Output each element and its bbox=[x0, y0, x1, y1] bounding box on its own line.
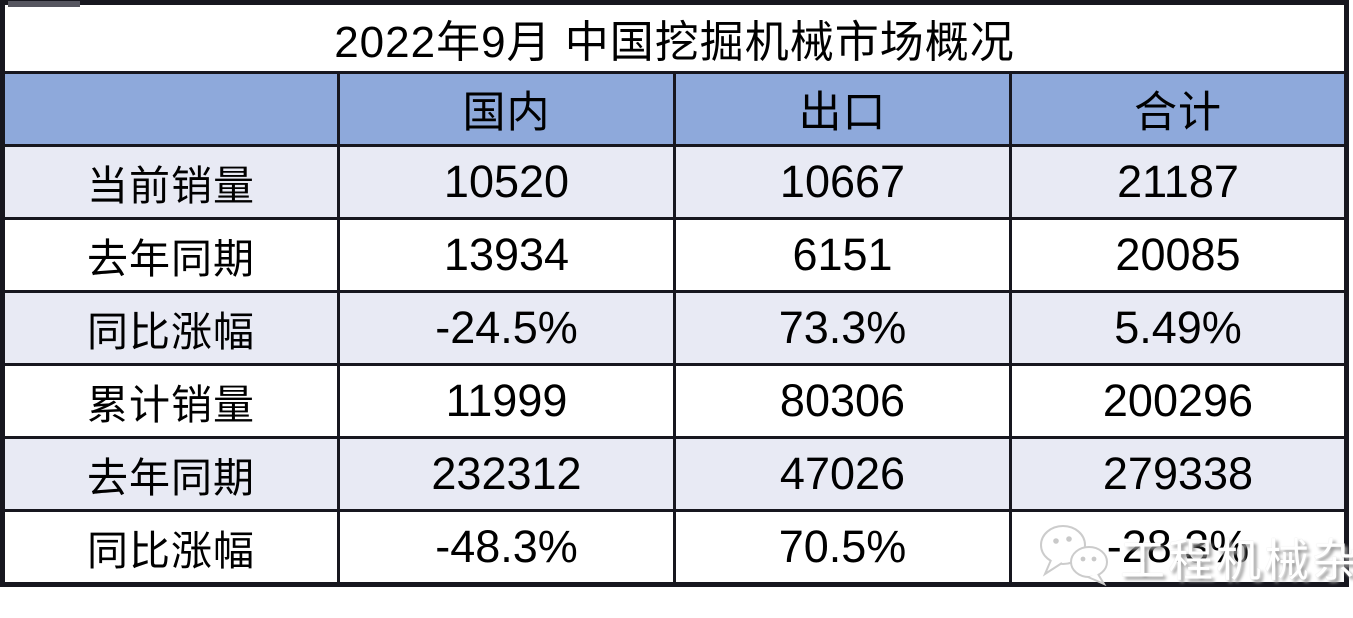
value-domestic: -24.5% bbox=[337, 290, 676, 366]
value-total: 21187 bbox=[1009, 144, 1348, 220]
table-row-cumulative-sales: 累计销量 11999 80306 200296 bbox=[1, 363, 1348, 439]
value-total: 279338 bbox=[1009, 436, 1348, 512]
table-row-yoy-change-monthly: 同比涨幅 -24.5% 73.3% 5.49% bbox=[1, 290, 1348, 366]
value-export: 70.5% bbox=[673, 509, 1012, 586]
row-label: 当前销量 bbox=[1, 144, 340, 220]
column-header-blank bbox=[1, 71, 340, 147]
row-label: 同比涨幅 bbox=[1, 509, 340, 586]
value-export: 73.3% bbox=[673, 290, 1012, 366]
table-row-yoy-change-cumulative: 同比涨幅 -48.3% 70.5% -28.3% bbox=[1, 509, 1348, 586]
value-export: 10667 bbox=[673, 144, 1012, 220]
column-header-total: 合计 bbox=[1009, 71, 1348, 147]
table-row-last-year-cumulative: 去年同期 232312 47026 279338 bbox=[1, 436, 1348, 512]
row-label: 去年同期 bbox=[1, 217, 340, 293]
value-domestic: 11999 bbox=[337, 363, 676, 439]
value-domestic: 13934 bbox=[337, 217, 676, 293]
value-total: 5.49% bbox=[1009, 290, 1348, 366]
column-header-export: 出口 bbox=[673, 71, 1012, 147]
value-total: -28.3% bbox=[1009, 509, 1348, 586]
table-header-row: 国内 出口 合计 bbox=[1, 71, 1348, 147]
table-title-row: 2022年9月 中国挖掘机械市场概况 bbox=[1, 1, 1348, 74]
row-label: 同比涨幅 bbox=[1, 290, 340, 366]
value-export: 80306 bbox=[673, 363, 1012, 439]
column-header-domestic: 国内 bbox=[337, 71, 676, 147]
value-domestic: 10520 bbox=[337, 144, 676, 220]
value-export: 6151 bbox=[673, 217, 1012, 293]
table-row-current-sales: 当前销量 10520 10667 21187 bbox=[1, 144, 1348, 220]
excavator-market-table: 2022年9月 中国挖掘机械市场概况 国内 出口 合计 当前销量 10520 1… bbox=[0, 0, 1349, 587]
page-title: 2022年9月 中国挖掘机械市场概况 bbox=[1, 1, 1348, 74]
row-label: 累计销量 bbox=[1, 363, 340, 439]
border-artifact bbox=[8, 1, 80, 7]
value-total: 200296 bbox=[1009, 363, 1348, 439]
value-export: 47026 bbox=[673, 436, 1012, 512]
table-row-last-year-monthly: 去年同期 13934 6151 20085 bbox=[1, 217, 1348, 293]
value-domestic: 232312 bbox=[337, 436, 676, 512]
value-domestic: -48.3% bbox=[337, 509, 676, 586]
value-total: 20085 bbox=[1009, 217, 1348, 293]
row-label: 去年同期 bbox=[1, 436, 340, 512]
